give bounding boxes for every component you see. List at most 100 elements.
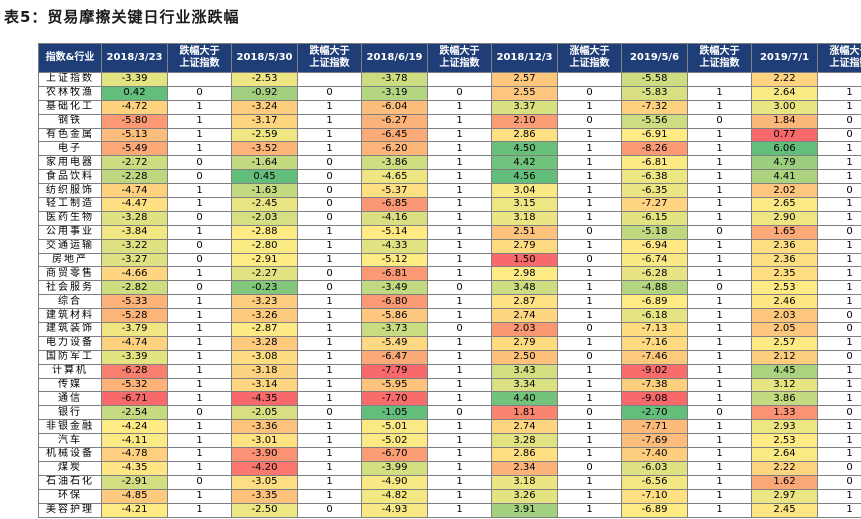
flag-cell: 0 <box>297 210 362 226</box>
return-value-cell: 1.81 <box>491 405 558 421</box>
flag-cell: 0 <box>167 210 232 226</box>
return-value-cell: -2.05 <box>231 405 298 421</box>
return-value-cell: 1.62 <box>751 474 818 490</box>
return-value-cell: -4.72 <box>101 99 168 115</box>
return-value-cell: -4.24 <box>101 419 168 435</box>
return-value-cell: 2.35 <box>751 266 818 282</box>
return-value-cell: -5.56 <box>621 113 688 129</box>
flag-cell: 1 <box>817 252 861 268</box>
return-value-cell: -5.95 <box>361 377 428 393</box>
return-value-cell: -5.86 <box>361 308 428 324</box>
return-value-cell: 1.33 <box>751 405 818 421</box>
flag-cell <box>817 72 861 87</box>
return-value-cell: -2.28 <box>101 169 168 185</box>
flag-cell: 1 <box>427 391 492 407</box>
flag-cell: 1 <box>817 266 861 282</box>
return-value-cell: 1.50 <box>491 252 558 268</box>
flag-cell: 1 <box>427 488 492 504</box>
flag-cell <box>557 72 622 87</box>
return-value-cell: 6.06 <box>751 141 818 157</box>
return-value-cell: 2.97 <box>751 488 818 504</box>
industry-name-cell: 电子 <box>38 141 102 157</box>
flag-cell: 1 <box>427 155 492 171</box>
return-value-cell: -6.85 <box>361 197 428 212</box>
flag-cell: 1 <box>817 280 861 296</box>
return-value-cell: -6.81 <box>361 266 428 282</box>
table-row: 美容护理 -4.21 1 -2.50 0 -4.93 1 3.91 1 -6.89 1 2.45 1 <box>38 502 861 518</box>
flag-cell: 0 <box>557 322 622 337</box>
flag-cell: 1 <box>687 433 752 449</box>
flag-cell: 1 <box>557 183 622 199</box>
return-value-cell: 2.53 <box>751 280 818 296</box>
flag-cell: 1 <box>557 488 622 504</box>
return-value-cell: -4.20 <box>231 460 298 476</box>
return-value-cell: -6.03 <box>621 460 688 476</box>
flag-cell: 1 <box>427 99 492 115</box>
return-value-cell: 2.03 <box>491 322 558 337</box>
return-value-cell: 0.77 <box>751 127 818 143</box>
flag-cell: 1 <box>687 308 752 324</box>
flag-cell: 1 <box>297 460 362 476</box>
flag-cell: 0 <box>557 113 622 129</box>
flag-cell: 0 <box>817 349 861 365</box>
flag-cell: 1 <box>557 141 622 157</box>
return-value-cell: -3.79 <box>101 322 168 337</box>
return-value-cell: 3.86 <box>751 391 818 407</box>
flag-cell: 1 <box>167 363 232 379</box>
return-value-cell: -7.70 <box>361 391 428 407</box>
flag-cell: 1 <box>167 322 232 337</box>
return-value-cell: -3.22 <box>101 238 168 254</box>
return-value-cell: -6.15 <box>621 210 688 226</box>
header-flag: 跌幅大于 上证指数 <box>427 43 492 73</box>
industry-name-cell: 农林牧渔 <box>38 85 102 101</box>
flag-cell: 0 <box>427 85 492 101</box>
return-value-cell: -6.18 <box>621 308 688 324</box>
flag-cell: 1 <box>167 224 232 240</box>
flag-cell: 0 <box>167 280 232 296</box>
table-row: 通信 -6.71 1 -4.35 1 -7.70 1 4.40 1 -9.08 1 3.86 1 <box>38 391 861 407</box>
return-value-cell: -3.28 <box>231 335 298 351</box>
flag-cell <box>427 72 492 87</box>
return-value-cell: -6.70 <box>361 447 428 462</box>
flag-cell: 0 <box>167 85 232 101</box>
return-value-cell: 2.74 <box>491 308 558 324</box>
header-date: 2018/6/19 <box>361 43 428 73</box>
table-row: 汽车 -4.11 1 -3.01 1 -5.02 1 3.28 1 -7.69 1 2.53 1 <box>38 433 861 449</box>
table-row: 综合 -5.33 1 -3.23 1 -6.80 1 2.87 1 -6.89 1 2.46 1 <box>38 294 861 310</box>
flag-cell: 0 <box>297 85 362 101</box>
flag-cell: 1 <box>687 335 752 351</box>
return-value-cell: -9.02 <box>621 363 688 379</box>
flag-cell: 1 <box>167 141 232 157</box>
flag-cell: 1 <box>557 294 622 310</box>
flag-cell: 1 <box>687 294 752 310</box>
flag-cell: 1 <box>297 349 362 365</box>
flag-cell: 1 <box>687 183 752 199</box>
return-value-cell: -3.86 <box>361 155 428 171</box>
flag-cell: 1 <box>817 377 861 393</box>
flag-cell: 0 <box>817 113 861 129</box>
flag-cell: 1 <box>557 266 622 282</box>
table-row: 传媒 -5.32 1 -3.14 1 -5.95 1 3.34 1 -7.38 1 3.12 1 <box>38 377 861 393</box>
return-value-cell: 3.48 <box>491 280 558 296</box>
return-value-cell: 2.50 <box>491 349 558 365</box>
flag-cell: 1 <box>297 308 362 324</box>
flag-cell: 1 <box>557 363 622 379</box>
flag-cell: 1 <box>557 127 622 143</box>
table-row: 银行 -2.54 0 -2.05 0 -1.05 0 1.81 0 -2.70 0 1.33 0 <box>38 405 861 421</box>
return-value-cell: 4.45 <box>751 363 818 379</box>
flag-cell: 1 <box>557 447 622 462</box>
return-value-cell: -4.47 <box>101 197 168 212</box>
return-value-cell: -3.14 <box>231 377 298 393</box>
return-value-cell: -9.08 <box>621 391 688 407</box>
table-row: 建筑装饰 -3.79 1 -2.87 1 -3.73 0 2.03 0 -7.13 1 2.05 0 <box>38 322 861 337</box>
flag-cell: 1 <box>817 391 861 407</box>
return-value-cell: 2.55 <box>491 85 558 101</box>
industry-name-cell: 有色金属 <box>38 127 102 143</box>
return-value-cell: 3.00 <box>751 99 818 115</box>
return-value-cell: 3.43 <box>491 363 558 379</box>
table-row: 交通运输 -3.22 0 -2.80 1 -4.33 1 2.79 1 -6.94 1 2.36 1 <box>38 238 861 254</box>
flag-cell: 1 <box>687 266 752 282</box>
return-value-cell: -5.13 <box>101 127 168 143</box>
flag-cell: 0 <box>817 474 861 490</box>
flag-cell: 1 <box>167 447 232 462</box>
